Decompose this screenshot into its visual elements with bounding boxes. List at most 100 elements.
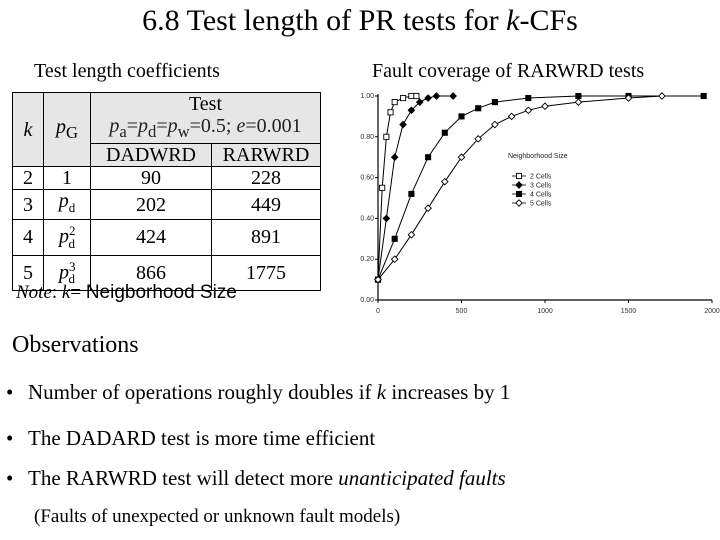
data-point	[507, 112, 516, 121]
y-tick-label: 0.40	[360, 215, 374, 222]
observation-2: • The DADARD test is more time efficient	[6, 426, 376, 450]
cell-dadwrd: 866	[90, 254, 212, 292]
observation-3-note: (Faults of unexpected or unknown fault m…	[34, 506, 401, 527]
cell-rarwrd: 449	[211, 189, 321, 220]
data-point	[379, 184, 386, 191]
cell-rarwrd: 1775	[211, 254, 321, 292]
header-condition: pa=pd=pw=0.5; e=0.001	[109, 115, 302, 141]
legend-entry: 3 Cells	[530, 183, 552, 190]
cell-k: 3	[12, 189, 44, 220]
data-point	[525, 94, 532, 102]
data-point	[491, 120, 499, 129]
table-header-row-2: DADWRD RARWRD	[13, 143, 321, 167]
data-point	[424, 204, 432, 213]
data-point	[399, 120, 407, 129]
data-point	[400, 94, 407, 102]
observation-1: • Number of operations roughly doubles if…	[6, 380, 511, 404]
cell-rarwrd: 228	[211, 166, 321, 190]
data-point	[407, 106, 416, 115]
data-point	[408, 92, 415, 100]
legend-marker	[515, 190, 523, 198]
x-tick-label: 1000	[537, 308, 553, 315]
y-tick-label: 0.60	[360, 175, 374, 182]
fault-coverage-chart: 0.00 0.20 0.40 0.60 0.80 1.00 0 500 1000 1500 2000…	[340, 86, 720, 322]
x-tick-label: 0	[376, 308, 380, 315]
data-point	[413, 92, 420, 100]
data-point	[374, 275, 382, 284]
data-point	[383, 133, 390, 140]
series-line	[377, 95, 662, 280]
legend-title: Neighborhood Size	[508, 153, 568, 160]
data-point	[390, 153, 399, 162]
data-point	[457, 153, 466, 162]
cell-pg: p3d	[43, 254, 91, 292]
cell-pg: p2d	[43, 219, 91, 256]
data-point	[624, 94, 633, 102]
data-point	[574, 98, 583, 106]
cell-dadwrd: 90	[90, 166, 212, 190]
header-dadwrd: DADWRD	[90, 143, 212, 167]
right-subtitle: Fault coverage of RARWRD tests	[372, 60, 645, 82]
data-point	[474, 135, 483, 143]
header-k: k	[12, 92, 44, 167]
data-point	[458, 113, 465, 120]
data-point	[432, 92, 441, 100]
legend-entry: 4 Cells	[530, 192, 552, 199]
x-tick-label: 2000	[704, 308, 720, 315]
cell-dadwrd: 424	[90, 219, 212, 256]
table-row: 2 1 90 228	[12, 166, 321, 190]
data-point	[541, 102, 549, 111]
table-row: 4 p2d 424 891	[12, 219, 321, 256]
data-point	[391, 99, 398, 106]
table-body: 2 1 90 228 3 pd 202 449 4 p2d 424 891 5 p3d 866 1775	[12, 166, 321, 292]
y-tick-label: 0.80	[360, 134, 374, 141]
table-row: 3 pd 202 449	[12, 189, 321, 220]
data-point	[440, 177, 449, 186]
legend-marker	[515, 172, 523, 180]
data-point	[391, 235, 398, 242]
data-point	[475, 105, 482, 112]
table-note: Note: k= Neigborhood Size	[16, 282, 237, 303]
data-point	[700, 92, 707, 100]
cell-k: 2	[12, 166, 44, 190]
header-rarwrd: RARWRD	[211, 143, 321, 167]
cell-k: 5	[12, 254, 44, 292]
cell-dadwrd: 202	[90, 189, 212, 220]
data-point	[415, 98, 424, 106]
legend-entry: 2 Cells	[530, 174, 552, 181]
x-tick-label: 500	[456, 308, 468, 315]
data-point	[658, 92, 666, 100]
y-tick-label: 0.00	[360, 297, 374, 304]
cell-pg: 1	[43, 166, 91, 190]
header-pg: pG	[43, 92, 91, 167]
data-point	[449, 92, 457, 100]
data-point	[491, 99, 498, 106]
data-point	[425, 154, 432, 161]
observations-heading: Observations	[12, 332, 139, 358]
data-point	[575, 92, 582, 100]
cell-k: 4	[12, 219, 44, 256]
x-tick-label: 1500	[621, 308, 637, 315]
legend-marker	[515, 181, 523, 189]
series-line	[377, 95, 704, 280]
left-subtitle: Test length coefficients	[34, 60, 220, 82]
cell-pg: pd	[43, 189, 91, 220]
data-point	[407, 230, 416, 239]
data-point	[424, 94, 432, 102]
cell-rarwrd: 891	[211, 219, 321, 256]
data-point	[524, 106, 533, 115]
y-tick-label: 1.00	[360, 93, 374, 100]
table-header-row-1: k pG Test pa=pd=pw=0.5; e=0.001	[12, 92, 321, 167]
series-5-cells	[374, 92, 666, 284]
observation-3: • The RARWRD test will detect more unanti…	[6, 466, 506, 490]
data-point	[408, 190, 415, 197]
slide-title: 6.8 Test length of PR tests for k-CFs	[142, 4, 578, 37]
data-point	[390, 255, 399, 264]
data-point	[387, 109, 394, 116]
legend-marker	[515, 199, 523, 207]
data-point	[382, 214, 391, 223]
legend-entry: 5 Cells	[530, 201, 552, 208]
table-row: 5 p3d 866 1775	[12, 254, 321, 292]
y-tick-label: 0.20	[360, 256, 374, 263]
header-test: Test pa=pd=pw=0.5; e=0.001	[90, 92, 321, 144]
